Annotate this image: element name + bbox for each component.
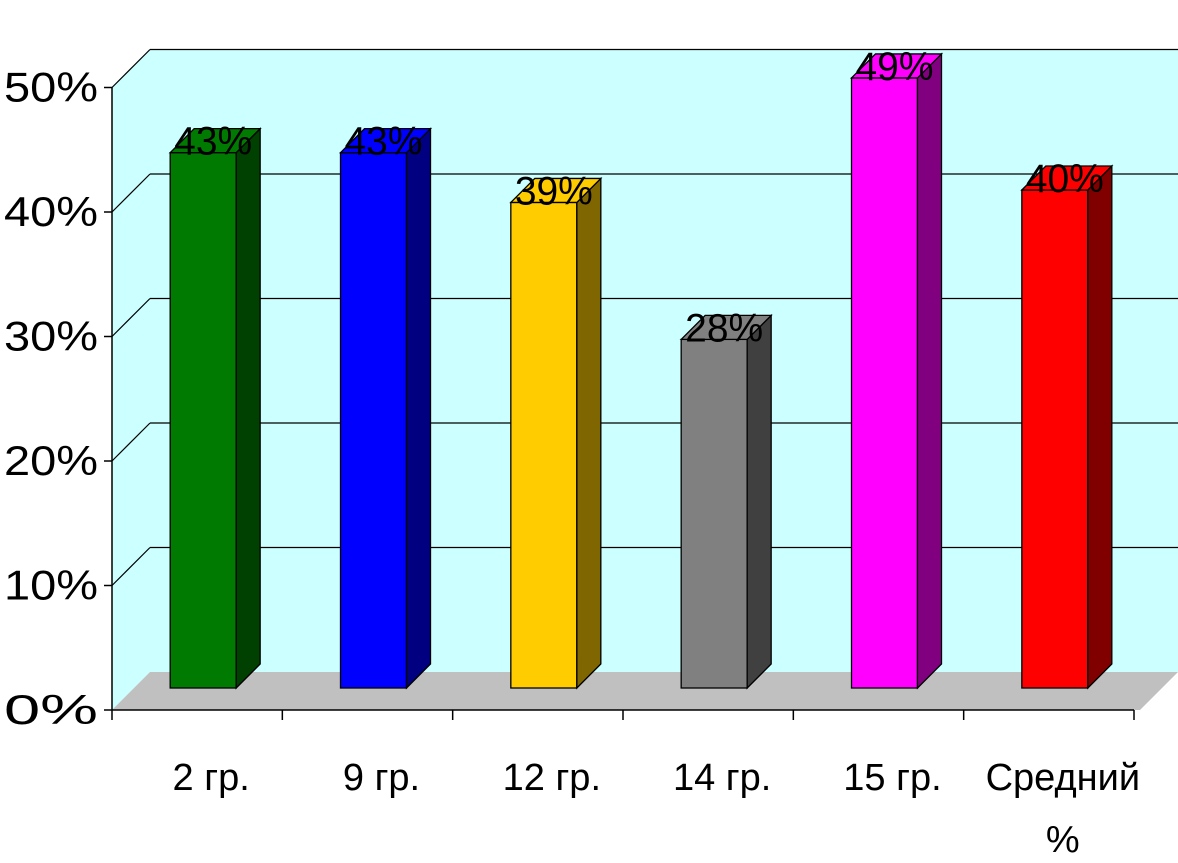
- gridline-side: [111, 173, 151, 213]
- bar-top: [509, 177, 603, 204]
- data-label: 40%: [1026, 157, 1104, 201]
- bar-side: [405, 127, 432, 690]
- data-labels: 43% 43% 39% 28% 49% 40%: [174, 45, 1104, 350]
- bar-top: [679, 314, 773, 341]
- bar-side: [916, 52, 943, 690]
- bars: [168, 52, 1114, 690]
- data-label: 43%: [345, 120, 423, 164]
- y-tick-label: 40%: [4, 188, 98, 235]
- x-tick-label: 9 гр.: [343, 757, 420, 799]
- data-label: 49%: [856, 45, 934, 89]
- axes: 0% 10% 20% 30% 40% 50% 2 гр. 9 гр. 12 гр. 14 гр. 1…: [4, 64, 1140, 862]
- x-tick-label: 14 гр.: [673, 757, 771, 799]
- side-wall: [112, 49, 150, 710]
- y-tick-label: 10%: [4, 562, 98, 609]
- y-tick-label: 50%: [4, 64, 98, 111]
- data-label: 39%: [515, 169, 593, 213]
- floor: [112, 672, 1178, 710]
- bar-front: [680, 338, 748, 689]
- chart-background: [112, 49, 1178, 710]
- bar-front: [510, 201, 578, 689]
- y-tick-label: 30%: [4, 313, 98, 360]
- bar-side: [576, 176, 602, 690]
- bar-front: [169, 151, 237, 689]
- gridline-side: [111, 298, 151, 337]
- gridline-side: [111, 547, 151, 586]
- x-tick-label: 15 гр.: [843, 757, 941, 799]
- x-tick-label: 12 гр.: [503, 757, 601, 799]
- bar-front: [850, 77, 919, 689]
- gridline-side: [111, 422, 151, 462]
- bar: [509, 176, 603, 690]
- data-label: 43%: [174, 120, 252, 164]
- x-tick-label: Средний: [986, 757, 1141, 799]
- data-label: 28%: [685, 306, 763, 350]
- bar: [168, 127, 262, 690]
- x-tick-label: 2 гр.: [173, 757, 250, 799]
- bar-top: [338, 127, 433, 154]
- bar-side: [746, 313, 772, 690]
- bar-front: [1021, 189, 1089, 689]
- gridline-side: [111, 49, 151, 88]
- gridlines: [111, 48, 1178, 586]
- bar: [679, 313, 773, 690]
- bar: [849, 52, 944, 690]
- bar-front: [339, 151, 408, 689]
- bar-top: [1020, 165, 1114, 191]
- bar: [338, 127, 433, 690]
- bar-top: [849, 53, 944, 79]
- x-tick-label: %: [1046, 819, 1080, 861]
- bar-side: [235, 127, 261, 690]
- bar-top: [168, 127, 262, 154]
- y-tick-label: 0%: [4, 686, 98, 733]
- bar: [1020, 164, 1114, 690]
- y-tick-label: 20%: [4, 437, 98, 484]
- bar-side: [1087, 164, 1113, 690]
